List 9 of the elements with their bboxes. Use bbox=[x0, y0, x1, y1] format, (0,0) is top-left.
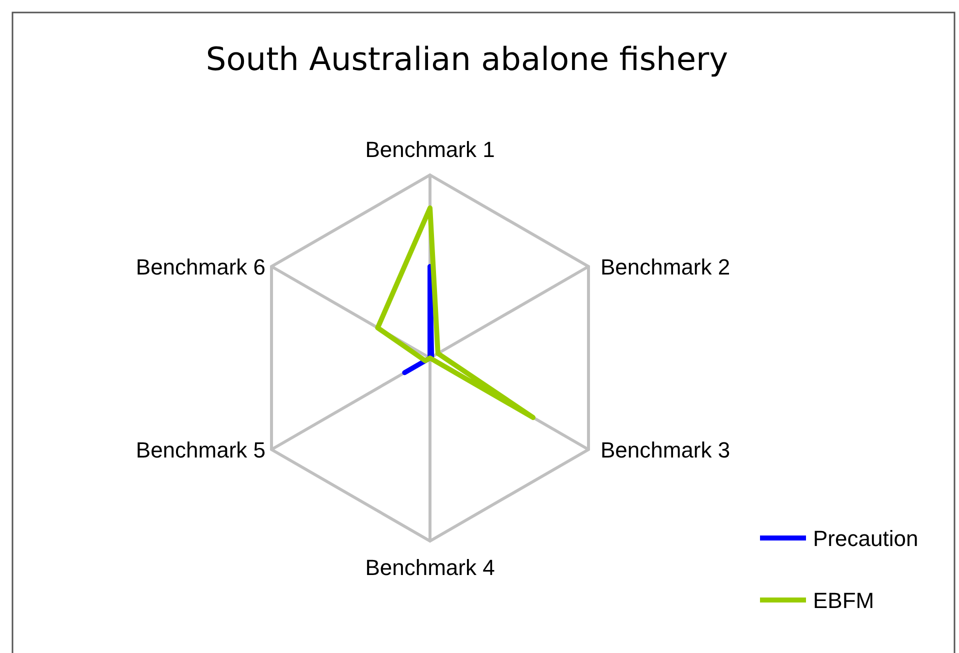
chart-title: South Australian abalone fishery bbox=[206, 40, 728, 78]
legend-label: Precaution bbox=[813, 526, 918, 551]
spoke-label: Benchmark 2 bbox=[600, 254, 730, 280]
spoke-label: Benchmark 3 bbox=[600, 438, 730, 462]
spoke-label: Benchmark 1 bbox=[365, 137, 495, 162]
spoke-label: Benchmark 5 bbox=[136, 438, 266, 462]
spoke-label: Benchmark 6 bbox=[136, 254, 266, 280]
legend-label: EBFM bbox=[813, 588, 874, 613]
spoke-label: Benchmark 4 bbox=[365, 555, 495, 580]
